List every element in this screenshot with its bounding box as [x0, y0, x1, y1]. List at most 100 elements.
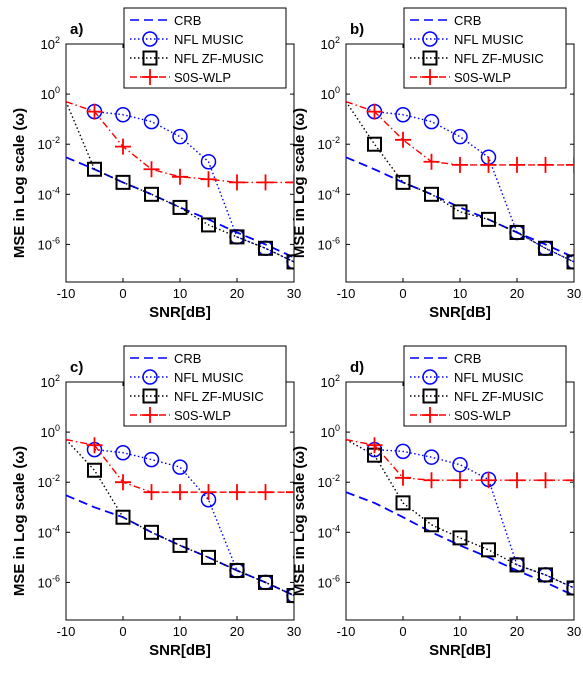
chart-panel-d: -10 0 10 20 30 10-6 10-4 10-2 100 102 SNR[dB] MSE i… — [291, 345, 581, 659]
legend-box — [123, 345, 287, 427]
data-point — [424, 517, 439, 533]
y-axis-label: MSE in Log scale (ω) — [291, 446, 308, 596]
x-tick-label: 20 — [230, 624, 244, 639]
legend-marker — [422, 369, 438, 385]
legend-entry: NFL ZF-MUSIC — [174, 51, 264, 66]
data-point — [172, 459, 188, 475]
data-point — [480, 472, 497, 489]
x-axis-label: SNR[dB] — [429, 304, 491, 321]
data-point — [395, 106, 411, 123]
data-point — [481, 211, 496, 227]
data-point — [481, 542, 496, 558]
data-point — [566, 156, 574, 173]
y-tick-label: 10-4 — [38, 523, 60, 540]
legend-entry: NFL MUSIC — [454, 32, 524, 47]
data-point — [200, 484, 217, 501]
y-tick-label: 10-4 — [318, 523, 340, 540]
panel-label: c) — [70, 359, 83, 376]
data-point — [143, 113, 160, 130]
data-point — [172, 537, 188, 553]
data-point — [395, 174, 411, 190]
data-point — [258, 574, 273, 590]
y-tick-label: 102 — [321, 35, 340, 52]
legend-marker — [422, 388, 438, 404]
data-point — [115, 474, 131, 491]
y-tick-label: 10-2 — [38, 473, 60, 490]
series-line-3 — [346, 438, 574, 481]
x-tick-label: -10 — [57, 286, 76, 301]
x-tick-label: 0 — [119, 286, 126, 301]
x-tick-label: 10 — [173, 286, 187, 301]
chart-panel-a: -10 0 10 20 30 10-6 10-4 10-2 100 102 SNR[dB] MSE i… — [11, 7, 301, 321]
y-tick-label: 10-4 — [38, 185, 60, 202]
data-point — [87, 462, 102, 478]
data-point — [172, 484, 188, 501]
data-point — [257, 174, 274, 191]
data-point — [452, 204, 468, 220]
legend-marker — [142, 369, 158, 385]
data-point — [423, 113, 440, 130]
data-point — [537, 472, 554, 489]
legend: CRB NFL MUSIC NFL ZF-MUSIC S0S-WLP — [403, 7, 567, 89]
legend-marker — [422, 31, 438, 47]
data-point — [286, 254, 294, 270]
y-tick-label: 100 — [41, 423, 60, 440]
data-point — [115, 174, 131, 190]
data-point — [144, 186, 159, 202]
y-axis-label: MSE in Log scale (ω) — [291, 108, 308, 258]
data-point — [509, 156, 525, 173]
data-point — [201, 549, 216, 565]
x-tick-label: -10 — [57, 624, 76, 639]
legend-marker — [142, 31, 158, 47]
data-point — [115, 138, 131, 155]
panel-label: b) — [350, 21, 364, 38]
legend-entry: CRB — [174, 351, 201, 366]
x-tick-label: 30 — [287, 286, 301, 301]
data-point — [367, 136, 382, 152]
x-tick-label: 10 — [453, 286, 467, 301]
legend-box — [403, 7, 567, 89]
y-tick-label: 100 — [321, 423, 340, 440]
data-point — [86, 437, 103, 454]
x-tick-label: 30 — [567, 624, 581, 639]
data-point — [424, 186, 439, 202]
x-axis-label: SNR[dB] — [429, 642, 491, 659]
data-point — [566, 580, 574, 596]
data-point — [229, 174, 245, 191]
y-tick-label: 10-2 — [38, 135, 60, 152]
legend-entry: NFL MUSIC — [454, 370, 524, 385]
panel-label: a) — [70, 21, 83, 38]
data-point — [395, 495, 411, 511]
legend-entry: CRB — [454, 351, 481, 366]
data-point — [395, 469, 411, 486]
legend-marker — [142, 407, 158, 423]
data-point — [537, 156, 554, 173]
data-point — [115, 106, 131, 123]
x-tick-label: 10 — [453, 624, 467, 639]
y-tick-label: 100 — [321, 85, 340, 102]
y-tick-label: 102 — [41, 373, 60, 390]
y-tick-label: 102 — [41, 35, 60, 52]
data-point — [509, 557, 525, 573]
data-point — [144, 524, 159, 540]
data-point — [172, 199, 188, 215]
x-tick-label: 0 — [399, 624, 406, 639]
legend: CRB NFL MUSIC NFL ZF-MUSIC S0S-WLP — [123, 7, 287, 89]
legend-entry: NFL ZF-MUSIC — [454, 51, 544, 66]
data-point — [258, 240, 273, 256]
data-point — [395, 131, 411, 148]
legend-box — [123, 7, 287, 89]
data-point — [423, 472, 440, 489]
y-tick-label: 10-2 — [318, 135, 340, 152]
data-point — [480, 156, 497, 173]
legend-entry: S0S-WLP — [174, 408, 231, 423]
data-point — [143, 161, 160, 178]
legend-entry: S0S-WLP — [454, 408, 511, 423]
legend-entry: NFL ZF-MUSIC — [454, 389, 544, 404]
data-point — [257, 484, 274, 501]
data-point — [87, 161, 102, 177]
data-point — [229, 229, 245, 245]
data-point — [115, 444, 131, 461]
data-point — [201, 217, 216, 233]
